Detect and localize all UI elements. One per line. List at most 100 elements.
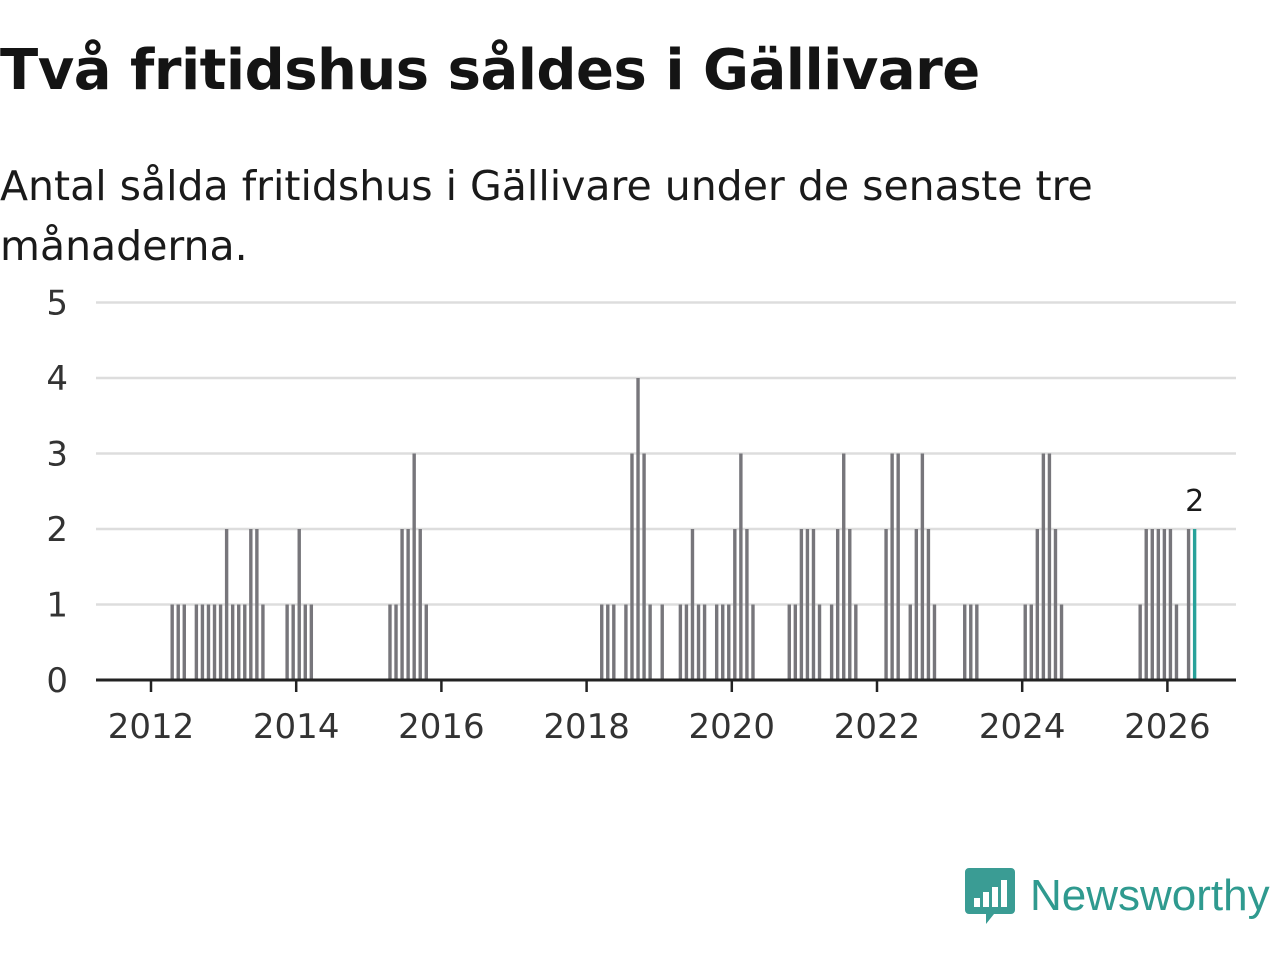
value-labels: 2 bbox=[1185, 484, 1204, 519]
bar bbox=[1174, 604, 1179, 680]
bar bbox=[249, 529, 253, 680]
bar bbox=[237, 604, 241, 680]
bar bbox=[176, 604, 180, 680]
y-tick-label: 3 bbox=[46, 435, 68, 475]
bar bbox=[170, 604, 174, 680]
bar bbox=[727, 604, 731, 680]
bar bbox=[1186, 529, 1191, 680]
y-tick-label: 0 bbox=[46, 661, 68, 701]
bar bbox=[1053, 529, 1058, 680]
bar bbox=[412, 453, 416, 680]
bar bbox=[920, 453, 925, 680]
bar bbox=[1035, 529, 1040, 680]
bar bbox=[648, 604, 652, 680]
bar bbox=[255, 529, 259, 680]
bar-latest bbox=[1192, 529, 1197, 680]
bar bbox=[636, 378, 640, 680]
bar bbox=[1023, 604, 1027, 680]
x-axis-ticks: 2012 2014 2016 2018 2020 2022 2024 2026 bbox=[108, 680, 1211, 747]
bar bbox=[200, 604, 205, 680]
bar bbox=[817, 604, 822, 680]
bar bbox=[848, 529, 852, 680]
bar bbox=[890, 453, 894, 680]
chart-title: Två fritidshus såldes i Gällivare bbox=[0, 38, 980, 103]
bar bbox=[1144, 529, 1148, 680]
bar bbox=[745, 529, 749, 680]
bar bbox=[932, 604, 937, 680]
bar bbox=[1156, 529, 1161, 680]
bar bbox=[842, 453, 846, 680]
bar bbox=[733, 529, 737, 680]
newsworthy-logo-icon bbox=[965, 868, 1015, 924]
bar bbox=[908, 604, 912, 680]
bar bbox=[394, 604, 398, 680]
bar bbox=[811, 529, 816, 680]
y-tick-label: 2 bbox=[46, 510, 68, 550]
bar bbox=[799, 529, 804, 680]
x-tick-label: 2022 bbox=[834, 707, 921, 747]
bar bbox=[896, 453, 900, 680]
bar bbox=[206, 604, 211, 680]
bar bbox=[805, 529, 810, 680]
bar bbox=[600, 604, 604, 680]
x-tick-label: 2018 bbox=[543, 707, 630, 747]
bar bbox=[218, 604, 223, 680]
bar bbox=[630, 453, 634, 680]
bar bbox=[1041, 453, 1046, 680]
bar bbox=[388, 604, 392, 680]
bar bbox=[1168, 529, 1173, 680]
bar bbox=[751, 604, 755, 680]
bar bbox=[714, 604, 719, 680]
bar bbox=[926, 529, 931, 680]
bar bbox=[884, 529, 888, 680]
y-tick-label: 1 bbox=[46, 586, 68, 626]
bar bbox=[400, 529, 404, 680]
bar bbox=[230, 604, 235, 680]
x-tick-label: 2020 bbox=[689, 707, 776, 747]
bar bbox=[297, 529, 301, 680]
bar bbox=[406, 529, 410, 680]
y-tick-label: 5 bbox=[46, 284, 68, 324]
bar bbox=[243, 604, 247, 680]
bar bbox=[696, 604, 701, 680]
x-tick-label: 2012 bbox=[108, 707, 195, 747]
bar bbox=[212, 604, 217, 680]
bar bbox=[194, 604, 199, 680]
x-tick-label: 2016 bbox=[398, 707, 485, 747]
bar bbox=[787, 604, 791, 680]
bar bbox=[182, 604, 186, 680]
bar bbox=[612, 604, 616, 680]
bar bbox=[291, 604, 295, 680]
bar bbox=[1150, 529, 1154, 680]
y-tick-label: 4 bbox=[46, 359, 68, 399]
bar bbox=[624, 604, 628, 680]
bar bbox=[684, 604, 689, 680]
bar bbox=[1162, 529, 1167, 680]
bar bbox=[606, 604, 610, 680]
bar bbox=[1059, 604, 1064, 680]
bar bbox=[969, 604, 973, 680]
latest-value-label: 2 bbox=[1185, 484, 1204, 519]
x-tick-label: 2026 bbox=[1124, 707, 1211, 747]
bar bbox=[660, 604, 664, 680]
bar bbox=[224, 529, 229, 680]
bar bbox=[678, 604, 683, 680]
bar bbox=[424, 604, 428, 680]
bar bbox=[418, 529, 422, 680]
newsworthy-logo: Newsworthy bbox=[964, 866, 1270, 926]
bar bbox=[854, 604, 858, 680]
bar bbox=[1138, 604, 1142, 680]
bar bbox=[975, 604, 979, 680]
bar bbox=[835, 529, 840, 680]
bar bbox=[914, 529, 919, 680]
logo-text: Newsworthy bbox=[1030, 871, 1270, 920]
y-axis-ticks: 0 1 2 3 4 5 bbox=[46, 284, 68, 702]
bar bbox=[702, 604, 707, 680]
bar bbox=[963, 604, 967, 680]
bar bbox=[303, 604, 307, 680]
bar bbox=[261, 604, 265, 680]
bar bbox=[285, 604, 289, 680]
bar bbox=[1029, 604, 1033, 680]
bar bbox=[793, 604, 798, 680]
